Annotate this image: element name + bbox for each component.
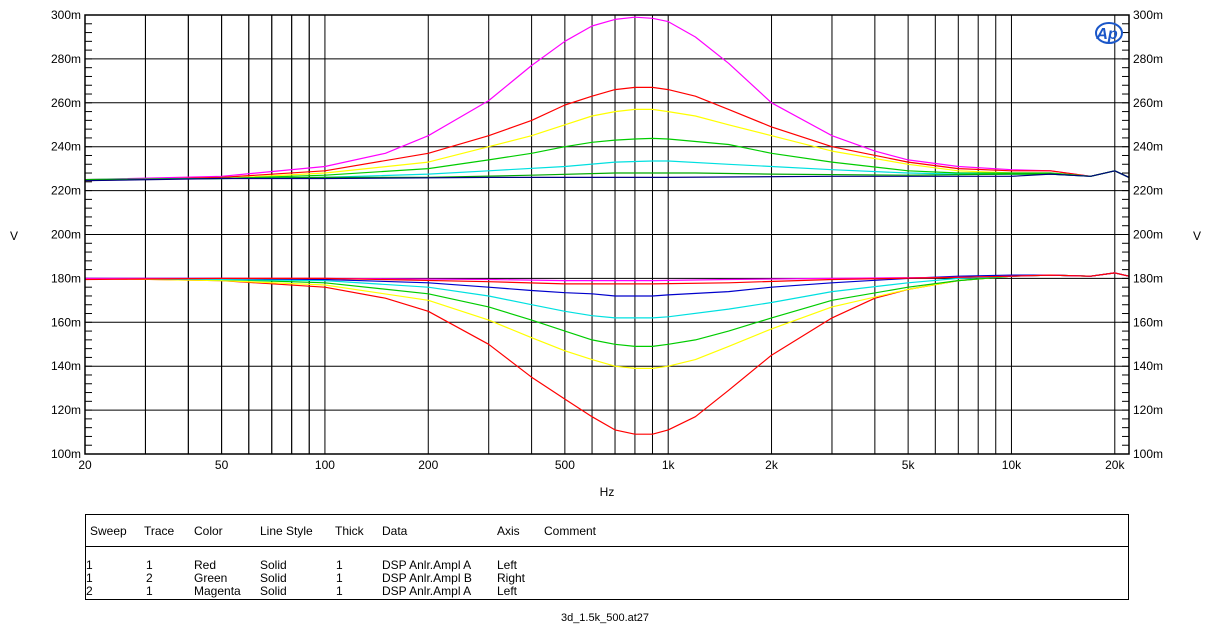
legend-header-axis: Axis <box>497 524 520 538</box>
y-axis-label-left: V <box>10 229 18 243</box>
x-tick-label: 2k <box>765 458 779 472</box>
y-tick-labels-left: 100m 120m 140m 160m 180m 200m 220m 240m 260m 280m… <box>51 8 81 461</box>
legend-header-trace: Trace <box>144 524 175 538</box>
y-tick-label-right: 300m <box>1133 8 1163 22</box>
legend-cell-data: DSP Anlr.Ampl A <box>382 584 472 598</box>
legend-table: Sweep Trace Color Line Style Thick Data … <box>85 514 1129 600</box>
y-tick-label-right: 100m <box>1133 447 1163 461</box>
legend-cell-sweep: 1 <box>86 558 93 572</box>
legend-header-sweep: Sweep <box>90 524 127 538</box>
y-axis-label-right: V <box>1193 229 1201 243</box>
legend-cell-axis: Right <box>497 571 526 585</box>
series-line <box>84 272 1130 369</box>
y-tick-label-left: 180m <box>51 271 81 285</box>
series-line <box>84 272 1130 285</box>
y-tick-label-left: 240m <box>51 140 81 154</box>
y-tick-label-left: 160m <box>51 315 81 329</box>
y-tick-label-left: 120m <box>51 403 81 417</box>
legend-cell-color: Red <box>194 558 217 572</box>
y-tick-label-right: 280m <box>1133 52 1163 66</box>
x-tick-label: 1k <box>662 458 676 472</box>
x-tick-label: 100 <box>315 458 335 472</box>
traces <box>84 16 1130 435</box>
legend-cell-trace: 1 <box>146 584 153 598</box>
file-name: 3d_1.5k_500.at27 <box>560 612 650 624</box>
legend-cell-thick: 1 <box>336 571 343 585</box>
legend-cell-color: Green <box>194 571 228 585</box>
legend-cell-color: Magenta <box>194 584 241 598</box>
x-tick-label: 200 <box>418 458 438 472</box>
x-axis-label: Hz <box>600 485 615 499</box>
legend-header-thick: Thick <box>335 524 364 538</box>
x-tick-label: 50 <box>215 458 229 472</box>
y-tick-label-left: 300m <box>51 8 81 22</box>
legend-header-comment: Comment <box>544 524 597 538</box>
series-line <box>84 137 1130 181</box>
legend-cell-line-style: Solid <box>260 584 287 598</box>
y-tick-label-right: 220m <box>1133 184 1163 198</box>
ap-logo: Ap <box>1095 22 1123 44</box>
series-line <box>84 16 1130 181</box>
legend-cell-axis: Left <box>497 558 518 572</box>
y-tick-label-right: 120m <box>1133 403 1163 417</box>
y-tick-label-right: 160m <box>1133 315 1163 329</box>
legend-cell-data: DSP Anlr.Ampl A <box>382 558 472 572</box>
y-tick-label-right: 180m <box>1133 271 1163 285</box>
legend-cell-data: DSP Anlr.Ampl B <box>382 571 472 585</box>
ap-logo-ring <box>1095 22 1123 44</box>
plot-frame <box>84 14 1130 455</box>
legend-header: Sweep Trace Color Line Style Thick Data … <box>86 515 1128 547</box>
legend-cell-thick: 1 <box>336 584 343 598</box>
y-tick-label-right: 200m <box>1133 228 1163 242</box>
y-tick-label-left: 140m <box>51 359 81 373</box>
x-tick-label: 500 <box>555 458 575 472</box>
x-tick-label: 20 <box>78 458 92 472</box>
y-tick-label-right: 140m <box>1133 359 1163 373</box>
y-tick-labels-right: 100m 120m 140m 160m 180m 200m 220m 240m 260m 280m… <box>1133 8 1163 461</box>
legend-cell-trace: 1 <box>146 558 153 572</box>
legend-header-data: Data <box>382 524 408 538</box>
y-tick-label-left: 280m <box>51 52 81 66</box>
ap-logo-text: Ap <box>1095 26 1118 43</box>
series-line <box>84 86 1130 182</box>
y-tick-label-right: 260m <box>1133 96 1163 110</box>
legend-cell-thick: 1 <box>336 558 343 572</box>
x-tick-label: 20k <box>1105 458 1125 472</box>
legend-cell-sweep: 2 <box>86 584 93 598</box>
x-tick-label: 5k <box>902 458 916 472</box>
legend-cell-line-style: Solid <box>260 558 287 572</box>
chart: 100m 120m 140m 160m 180m 200m 220m 240m 260m 280m… <box>10 8 1201 499</box>
series-line <box>84 170 1130 182</box>
legend-cell-trace: 2 <box>146 571 153 585</box>
legend-header-line-style: Line Style <box>260 524 313 538</box>
y-tick-label-left: 200m <box>51 228 81 242</box>
legend-cell-line-style: Solid <box>260 571 287 585</box>
x-tick-labels: 20 50 100 200 500 1k 2k 5k 10k 20k <box>78 458 1125 472</box>
x-tick-label: 10k <box>1002 458 1022 472</box>
legend-cell-axis: Left <box>497 584 518 598</box>
y-tick-label-left: 100m <box>51 447 81 461</box>
y-tick-label-left: 260m <box>51 96 81 110</box>
y-tick-label-right: 240m <box>1133 140 1163 154</box>
legend-header-color: Color <box>194 524 223 538</box>
legend-cell-sweep: 1 <box>86 571 93 585</box>
y-tick-label-left: 220m <box>51 184 81 198</box>
grid <box>85 14 1129 455</box>
